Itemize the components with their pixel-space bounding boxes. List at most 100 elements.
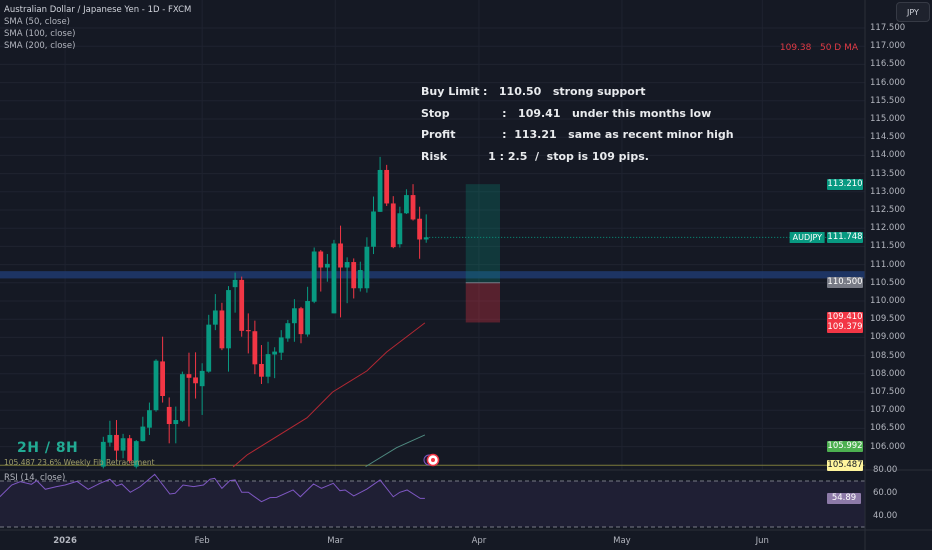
- profit-zone: [465, 184, 501, 283]
- note-value: 1 : 2.5 / stop is 109 pips.: [469, 149, 649, 163]
- price-tick: 113.000: [870, 186, 906, 197]
- time-label: May: [613, 536, 631, 546]
- candle-body: [417, 218, 423, 240]
- candle-body: [232, 279, 238, 288]
- price-tick: 116.500: [870, 59, 906, 70]
- sma-100-line[interactable]: [365, 434, 426, 468]
- time-label: 2026: [53, 536, 77, 546]
- rsi-tick: 80.00: [873, 464, 898, 475]
- candle-body: [357, 270, 363, 289]
- ma-50-label[interactable]: 109.38 50 D MA: [779, 43, 858, 53]
- candle-body: [212, 310, 218, 325]
- symbol-title[interactable]: Australian Dollar / Japanese Yen - 1D - …: [4, 5, 192, 15]
- note-key: Profit: [421, 128, 456, 141]
- price-tick: 115.500: [870, 95, 906, 106]
- currency-button[interactable]: JPY: [896, 2, 930, 22]
- candle-body: [100, 441, 106, 467]
- candle-body: [265, 354, 271, 377]
- candle-body: [298, 308, 304, 335]
- price-label: 105.487: [827, 459, 863, 471]
- note-key: Stop: [421, 106, 450, 120]
- candle-body: [423, 237, 429, 240]
- candle-body: [305, 301, 310, 335]
- candle-body: [206, 324, 212, 372]
- candle-body: [226, 290, 231, 349]
- session-label[interactable]: 2H / 8H: [17, 440, 79, 456]
- price-tick: 110.000: [870, 296, 906, 306]
- candle-body: [133, 441, 139, 467]
- candle-body: [371, 211, 376, 247]
- candle-body: [259, 363, 264, 377]
- price-tick: 114.000: [870, 150, 906, 161]
- candle-body: [410, 195, 416, 220]
- price-label: 109.410: [827, 311, 863, 323]
- candle-body: [344, 262, 350, 268]
- price-tick: 106.000: [870, 441, 906, 452]
- price-tick: 113.500: [870, 168, 906, 179]
- candle-body: [272, 351, 278, 355]
- candle-body: [173, 420, 179, 425]
- rsi-tick: 60.00: [873, 487, 898, 498]
- rsi-tick: 40.00: [873, 510, 898, 521]
- candle-body: [311, 251, 317, 302]
- time-label: Feb: [194, 536, 210, 546]
- time-label: Jun: [755, 536, 769, 546]
- trade-plan-note[interactable]: Buy Limit: 110.50 strong support Stop : …: [421, 81, 734, 167]
- candle-body: [127, 438, 133, 461]
- candle-body: [338, 243, 343, 268]
- candle-body: [160, 361, 166, 397]
- price-label: 110.500: [827, 277, 863, 289]
- support-zone[interactable]: [0, 271, 865, 279]
- price-tick: 117.500: [870, 23, 906, 33]
- price-tick: 114.500: [870, 132, 906, 143]
- candle-body: [245, 330, 251, 332]
- candle-body: [239, 279, 245, 331]
- indicator-sma-50[interactable]: SMA (50, close): [4, 17, 70, 27]
- long-position-tool[interactable]: [465, 184, 501, 323]
- rsi-current-label: 54.89: [827, 492, 861, 504]
- candle-body: [278, 337, 284, 353]
- price-tick: 112.000: [870, 223, 906, 234]
- chart-legend: Australian Dollar / Japanese Yen - 1D - …: [4, 4, 191, 52]
- grid-lines: [0, 0, 865, 530]
- rsi-pane: [0, 470, 865, 530]
- price-tick: 117.000: [870, 41, 906, 52]
- rsi-band: [0, 481, 865, 527]
- price-tick: 116.000: [870, 77, 906, 88]
- note-key: Risk: [421, 149, 448, 163]
- candle-body: [140, 426, 146, 442]
- candle-body: [252, 331, 258, 365]
- candle-body: [153, 360, 159, 411]
- note-row-stop: Stop : 109.41 under this months low: [421, 103, 734, 125]
- candle-body: [364, 246, 370, 289]
- indicator-sma-100[interactable]: SMA (100, close): [4, 29, 76, 39]
- rsi-line[interactable]: [0, 473, 425, 503]
- price-tick: 109.500: [870, 314, 906, 325]
- stop-zone: [465, 282, 501, 323]
- candle-body: [377, 169, 383, 212]
- candle-body: [186, 374, 192, 378]
- symbol-price-label: AUDJPY: [789, 232, 825, 243]
- price-tick: 115.000: [870, 114, 906, 124]
- note-key: Buy Limit: [421, 85, 480, 98]
- candle-body: [120, 438, 126, 451]
- candle-body: [318, 251, 324, 268]
- candle-body: [199, 370, 205, 387]
- candle-body: [324, 263, 330, 268]
- candle-body: [147, 410, 152, 428]
- price-tick: 111.500: [870, 241, 906, 252]
- candle-body: [390, 203, 396, 248]
- rsi-title[interactable]: RSI (14, close): [4, 473, 66, 483]
- note-row-risk: Risk 1 : 2.5 / stop is 109 pips.: [421, 146, 734, 168]
- note-value: : 110.50 strong support: [483, 85, 646, 98]
- price-label: 105.992: [827, 441, 863, 453]
- price-label: 113.210: [827, 178, 863, 190]
- candles: [100, 156, 429, 469]
- indicator-sma-200[interactable]: SMA (200, close): [4, 41, 76, 51]
- sma-50-line[interactable]: [232, 322, 426, 468]
- note-value: : 113.21 same as recent minor high: [483, 128, 734, 141]
- event-markers[interactable]: [423, 453, 440, 467]
- fib-label[interactable]: 105.487 23.6% Weekly Fib Retracement: [4, 458, 155, 467]
- price-tick: 110.500: [870, 277, 906, 288]
